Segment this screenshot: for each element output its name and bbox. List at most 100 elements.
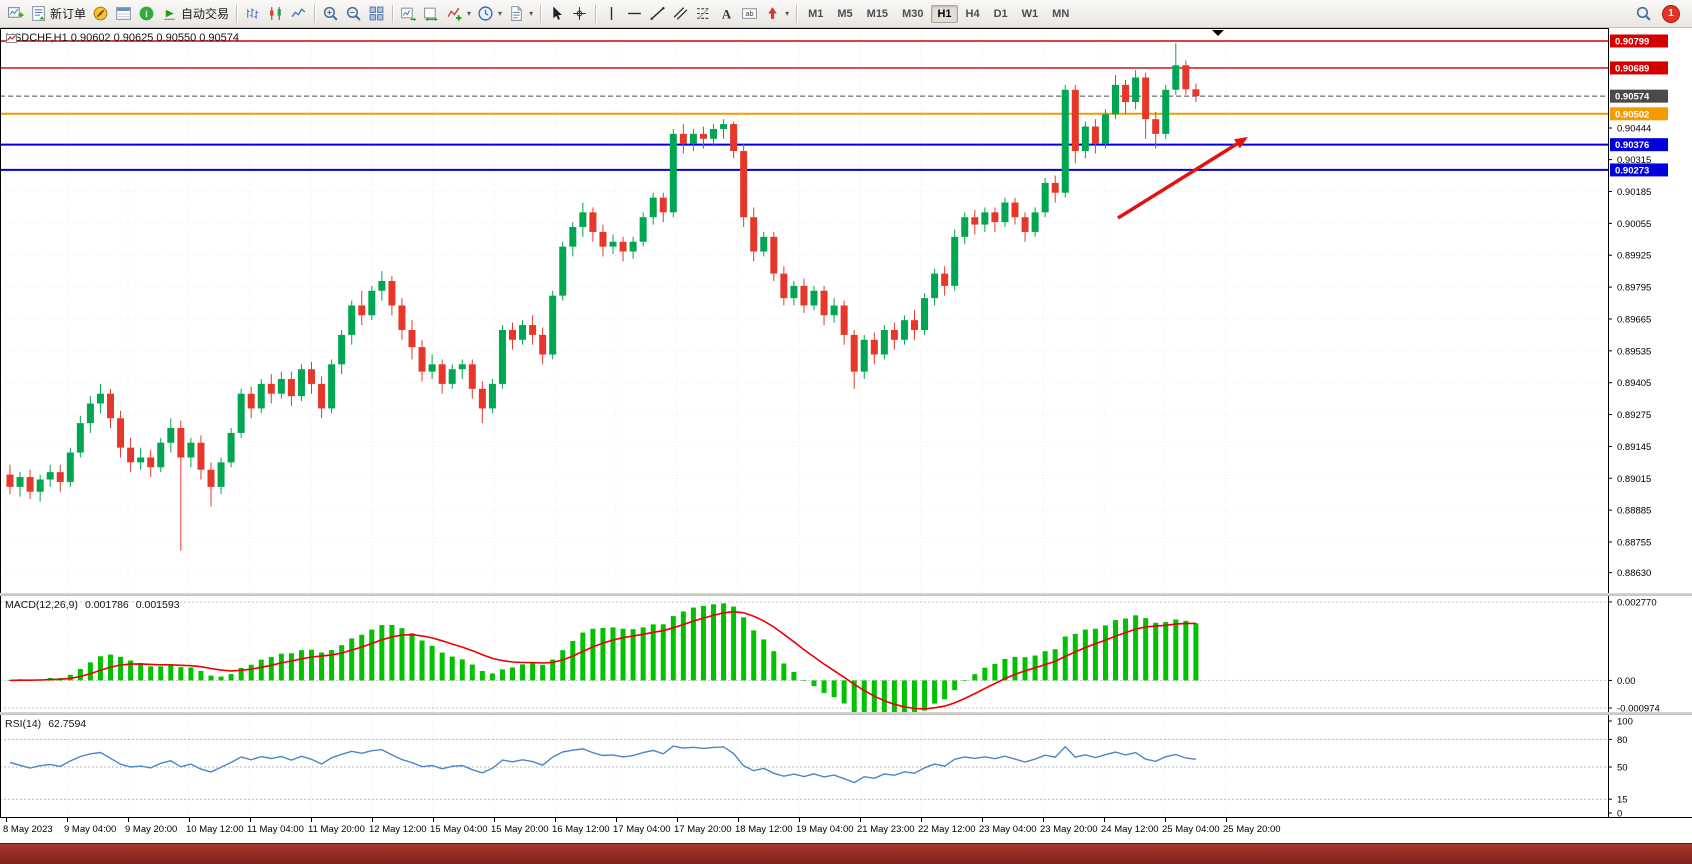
price-lines[interactable] bbox=[0, 40, 1608, 171]
zoom-in-button[interactable] bbox=[319, 1, 342, 26]
trend-arrow[interactable] bbox=[1117, 137, 1248, 220]
cursor-button[interactable] bbox=[545, 1, 568, 26]
timeframe-w1-button[interactable]: W1 bbox=[1021, 7, 1039, 20]
autotrading-button[interactable]: 自动交易 bbox=[158, 1, 232, 26]
svg-text:0.89275: 0.89275 bbox=[1617, 410, 1651, 421]
svg-text:50: 50 bbox=[1617, 763, 1628, 774]
templates-button[interactable]: ▾ bbox=[505, 1, 536, 26]
svg-text:0.90444: 0.90444 bbox=[1617, 124, 1651, 135]
panel-separator[interactable] bbox=[0, 712, 1692, 715]
svg-text:100: 100 bbox=[1617, 717, 1633, 728]
macd-panel[interactable]: 0.002770 0.00 -0.000974 bbox=[0, 596, 1692, 712]
time-label: 16 May 12:00 bbox=[552, 824, 610, 835]
vline-icon bbox=[610, 7, 613, 20]
svg-text:0.90689: 0.90689 bbox=[1615, 63, 1649, 74]
toolbar-separator bbox=[314, 4, 316, 23]
text-button[interactable]: A bbox=[715, 1, 738, 26]
time-label: 15 May 20:00 bbox=[491, 824, 549, 835]
time-tick bbox=[616, 818, 617, 822]
arrows-button[interactable]: ▾ bbox=[761, 1, 792, 26]
timeframe-mn-button[interactable]: MN bbox=[1052, 7, 1070, 20]
svg-text:0.88630: 0.88630 bbox=[1617, 568, 1651, 579]
fibonacci-button[interactable] bbox=[692, 1, 715, 26]
timeframe-h1-button[interactable]: H1 bbox=[931, 4, 958, 23]
new-chart-button[interactable] bbox=[4, 1, 27, 26]
svg-text:0.89925: 0.89925 bbox=[1617, 251, 1651, 262]
time-label: 11 May 20:00 bbox=[308, 824, 365, 835]
timeframe-m1-button[interactable]: M1 bbox=[808, 7, 824, 20]
macd-signal-line bbox=[9, 610, 1196, 710]
panel-separator[interactable] bbox=[0, 593, 1692, 596]
label-button[interactable]: ab bbox=[738, 1, 761, 26]
toolbar-separator bbox=[392, 4, 394, 23]
svg-text:0.89405: 0.89405 bbox=[1617, 378, 1651, 389]
dropdown-caret-icon: ▾ bbox=[529, 9, 534, 18]
time-tick bbox=[311, 818, 312, 822]
tile-windows-button[interactable] bbox=[365, 1, 388, 26]
toolbar-separator bbox=[236, 4, 238, 23]
candlesticks bbox=[6, 43, 1200, 551]
timeframe-h4-button[interactable]: H4 bbox=[965, 7, 980, 20]
vertical-line-button[interactable] bbox=[600, 1, 623, 26]
timeframe-d1-button[interactable]: D1 bbox=[993, 7, 1008, 20]
horizontal-line-button[interactable] bbox=[623, 1, 646, 26]
toolbar-separator bbox=[595, 4, 597, 23]
main-chart-panel[interactable]: 0.90444 0.90315 0.90185 0.90055 0.89925 0.897… bbox=[0, 28, 1692, 593]
svg-text:0.90799: 0.90799 bbox=[1615, 36, 1649, 47]
time-label: 25 May 20:00 bbox=[1223, 824, 1281, 835]
time-label: 25 May 04:00 bbox=[1162, 824, 1220, 835]
indicators-button[interactable]: ▾ bbox=[443, 1, 474, 26]
timeframe-m15-button[interactable]: M15 bbox=[866, 7, 889, 20]
bars-icon bbox=[247, 8, 259, 19]
macd-value-signal: 0.001593 bbox=[135, 599, 180, 611]
chart-title: USDCHF,H1 0.90602 0.90625 0.90550 0.9057… bbox=[6, 32, 239, 44]
svg-text:-0.000974: -0.000974 bbox=[1617, 704, 1660, 712]
time-label: 17 May 04:00 bbox=[613, 824, 671, 835]
fibo-icon bbox=[697, 7, 710, 20]
chart-window: 0.90444 0.90315 0.90185 0.90055 0.89925 0.897… bbox=[0, 28, 1692, 864]
time-tick bbox=[494, 818, 495, 822]
periods-button[interactable]: ▾ bbox=[474, 1, 505, 26]
svg-text:0.90502: 0.90502 bbox=[1615, 109, 1649, 120]
rsi-label: RSI(14) 62.7594 bbox=[5, 718, 86, 730]
search-button[interactable] bbox=[1632, 1, 1655, 26]
macd-value-main: 0.001786 bbox=[84, 599, 129, 611]
zoom-out-button[interactable] bbox=[342, 1, 365, 26]
svg-text:0.89535: 0.89535 bbox=[1617, 346, 1651, 357]
linechart-icon bbox=[291, 8, 306, 18]
time-axis[interactable]: 8 May 2023 9 May 04:00 9 May 20:00 10 May 1… bbox=[0, 817, 1692, 844]
channel-button[interactable] bbox=[669, 1, 692, 26]
candlestick-chart-button[interactable] bbox=[264, 1, 287, 26]
toolbar-separator bbox=[796, 4, 798, 23]
time-label: 12 May 12:00 bbox=[369, 824, 427, 835]
data-window-button[interactable] bbox=[112, 1, 135, 26]
timeframe-m30-button[interactable]: M30 bbox=[902, 7, 924, 20]
zoomout-icon bbox=[346, 6, 361, 21]
new-order-button[interactable]: 新订单 bbox=[27, 1, 89, 26]
time-tick bbox=[372, 818, 373, 822]
time-tick bbox=[555, 818, 556, 822]
bottom-scrollbar[interactable] bbox=[0, 843, 1692, 864]
svg-text:0.90376: 0.90376 bbox=[1615, 140, 1649, 151]
svg-text:15: 15 bbox=[1617, 795, 1628, 806]
bar-chart-button[interactable] bbox=[241, 1, 264, 26]
time-label: 23 May 04:00 bbox=[979, 824, 1037, 835]
time-label: 9 May 20:00 bbox=[125, 824, 178, 835]
auto-scroll-button[interactable] bbox=[397, 1, 420, 26]
line-chart-button[interactable] bbox=[287, 1, 310, 26]
metaeditor-button[interactable] bbox=[89, 1, 112, 26]
svg-text:0.002770: 0.002770 bbox=[1617, 597, 1657, 608]
notification-badge[interactable]: 1 bbox=[1662, 4, 1680, 23]
rsi-panel[interactable]: 100 80 50 15 0 bbox=[0, 715, 1692, 817]
price-axis[interactable]: 0.90444 0.90315 0.90185 0.90055 0.89925 0.897… bbox=[1608, 34, 1668, 579]
crosshair-button[interactable] bbox=[568, 1, 591, 26]
trendline-button[interactable] bbox=[646, 1, 669, 26]
chart-shift-button[interactable] bbox=[420, 1, 443, 26]
macd-name: MACD(12,26,9) bbox=[5, 599, 78, 611]
time-label: 22 May 12:00 bbox=[918, 824, 976, 835]
help-button[interactable]: i bbox=[135, 1, 158, 26]
timeframe-m5-button[interactable]: M5 bbox=[837, 7, 853, 20]
chart-shift-marker[interactable] bbox=[1212, 30, 1224, 36]
channel-icon bbox=[673, 7, 688, 20]
